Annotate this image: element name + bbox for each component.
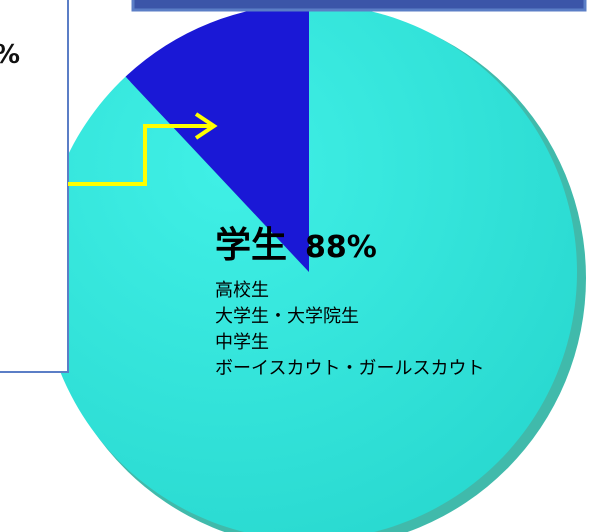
students-label-percent: 88% xyxy=(305,230,377,265)
students-label-head: 学生 88% xyxy=(215,228,484,264)
students-label-item: 高校生 xyxy=(215,280,269,301)
callout-arrow-line xyxy=(68,124,210,186)
top-callout-box xyxy=(131,0,587,12)
students-label: 学生 88% 高校生 大学生・大学院生 中学生 ボーイスカウト・ガールスカウト xyxy=(215,228,484,382)
cropped-percent-label: % xyxy=(0,40,20,70)
students-label-item: 大学生・大学院生 xyxy=(215,306,359,327)
students-label-item: ボーイスカウト・ガールスカウト xyxy=(215,358,485,379)
students-label-item: 中学生 xyxy=(215,332,269,353)
pie-slice-students xyxy=(41,4,578,532)
left-callout-box xyxy=(0,0,69,373)
students-label-name: 学生 xyxy=(215,225,288,266)
pie-slice-other xyxy=(125,4,309,272)
callout-arrow-head xyxy=(194,112,218,140)
